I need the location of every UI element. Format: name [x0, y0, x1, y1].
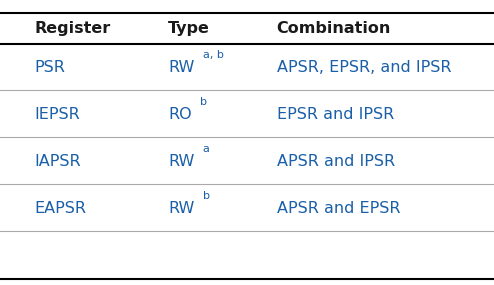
Text: IAPSR: IAPSR	[35, 154, 81, 169]
Text: RO: RO	[168, 107, 192, 122]
Text: Register: Register	[35, 21, 111, 36]
Text: APSR and IPSR: APSR and IPSR	[277, 154, 395, 169]
Text: APSR, EPSR, and IPSR: APSR, EPSR, and IPSR	[277, 60, 451, 75]
Text: a, b: a, b	[203, 50, 223, 60]
Text: a: a	[203, 144, 209, 154]
Text: EPSR and IPSR: EPSR and IPSR	[277, 107, 394, 122]
Text: Combination: Combination	[277, 21, 391, 36]
Text: RW: RW	[168, 60, 194, 75]
Text: RW: RW	[168, 201, 194, 216]
Text: APSR and EPSR: APSR and EPSR	[277, 201, 400, 216]
Text: IEPSR: IEPSR	[35, 107, 81, 122]
Text: RW: RW	[168, 154, 194, 169]
Text: Type: Type	[168, 21, 210, 36]
Text: PSR: PSR	[35, 60, 65, 75]
Text: EAPSR: EAPSR	[35, 201, 86, 216]
Text: b: b	[200, 97, 207, 107]
Text: b: b	[203, 191, 209, 201]
